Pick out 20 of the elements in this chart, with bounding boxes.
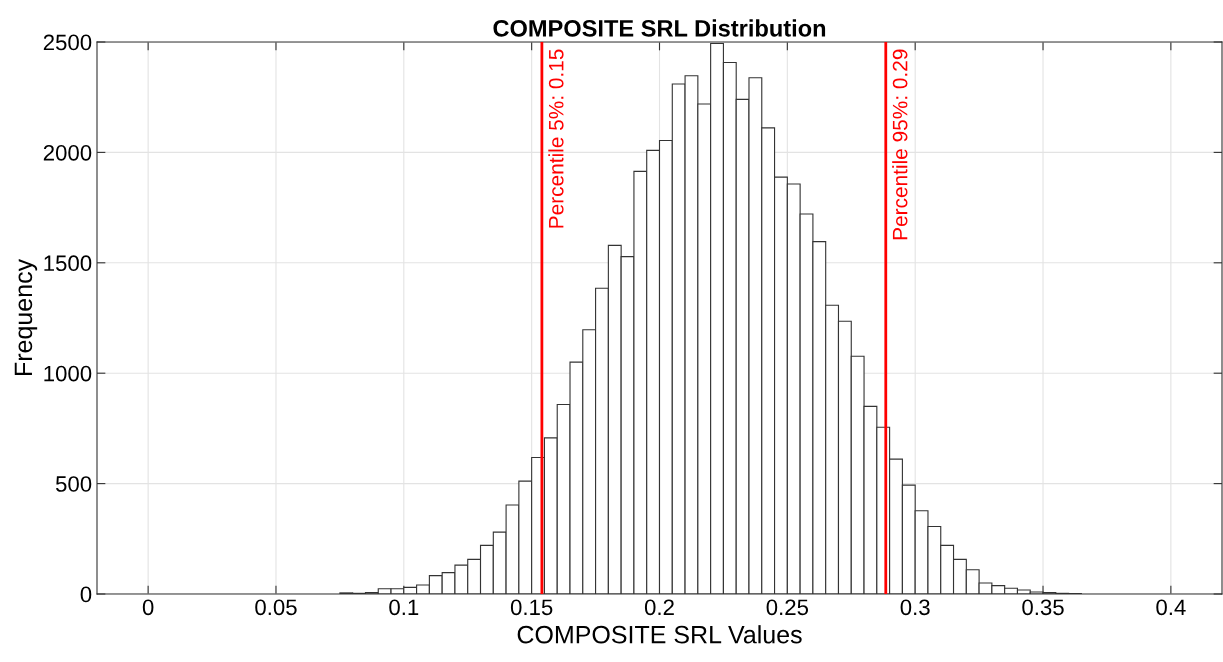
x-tick-label: 0.25 <box>766 599 809 616</box>
y-tick-label: 2000 <box>43 144 92 161</box>
x-tick-label: 0 <box>142 599 154 616</box>
x-tick-label: 0.15 <box>510 599 553 616</box>
y-tick-label: 500 <box>55 476 92 492</box>
y-axis-title: Frequency <box>14 258 38 375</box>
x-tick-label: 0.05 <box>255 599 297 616</box>
y-tick-label: 0 <box>80 586 92 603</box>
x-tick-label: 0.1 <box>389 599 419 616</box>
x-tick-label: 0.35 <box>1022 599 1064 616</box>
y-tick-label: 2500 <box>43 34 92 51</box>
x-tick-label: 0.2 <box>644 599 674 616</box>
ref-line-label: Percentile 5%: 0.15 <box>548 49 564 228</box>
y-tick-label: 1000 <box>44 365 92 382</box>
y-tick-label: 1500 <box>44 255 92 272</box>
ref-line-label: Percentile 95%: 0.29 <box>892 49 908 240</box>
chart-title: COMPOSITE SRL Distribution <box>493 19 826 37</box>
x-tick-label: 0.4 <box>1156 599 1186 616</box>
x-tick-label: 0.3 <box>900 599 930 616</box>
x-axis-title: COMPOSITE SRL Values <box>517 625 802 644</box>
